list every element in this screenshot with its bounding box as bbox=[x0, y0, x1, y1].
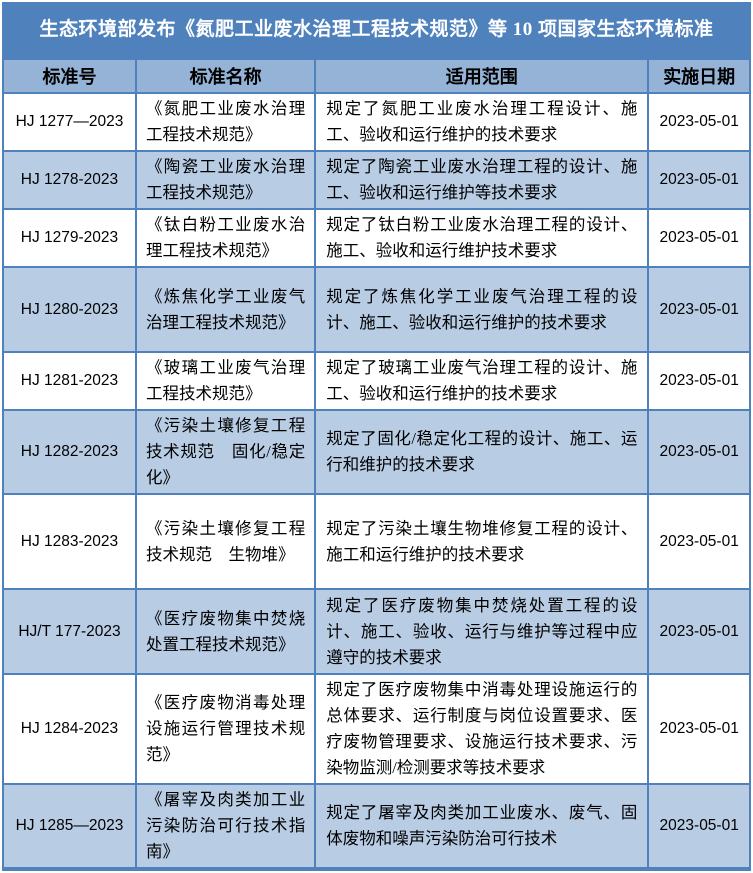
implementation-date-cell: 2023-05-01 bbox=[647, 783, 751, 869]
standard-name-cell: 《玻璃工业废气治理工程技术规范》 bbox=[134, 351, 317, 411]
column-header-standard-name: 标准名称 bbox=[134, 58, 317, 94]
table-row: HJ 1284-2023 《医疗废物消毒处理设施运行管理技术规范》 规定了医疗废物集… bbox=[2, 673, 751, 785]
standard-code-cell: HJ 1282-2023 bbox=[2, 409, 137, 495]
scope-cell: 规定了陶瓷工业废水治理工程的设计、施工、验收和运行维护等技术要求 bbox=[314, 150, 650, 210]
standard-name-cell: 《污染土壤修复工程技术规范 固化/稳定化》 bbox=[134, 409, 317, 495]
standard-code-cell: HJ 1277—2023 bbox=[2, 92, 137, 152]
implementation-date-cell: 2023-05-01 bbox=[647, 493, 751, 590]
scope-cell: 规定了污染土壤生物堆修复工程的设计、施工和运行维护的技术要求 bbox=[314, 493, 650, 590]
implementation-date-cell: 2023-05-01 bbox=[647, 150, 751, 210]
standard-name-cell: 《医疗废物消毒处理设施运行管理技术规范》 bbox=[134, 673, 317, 785]
scope-cell: 规定了医疗废物集中焚烧处置工程的设计、施工、验收、运行与维护等过程中应遵守的技术… bbox=[314, 588, 650, 675]
standard-name-cell: 《陶瓷工业废水治理工程技术规范》 bbox=[134, 150, 317, 210]
standard-code-cell: HJ 1279-2023 bbox=[2, 208, 137, 268]
page-title: 生态环境部发布《氮肥工业废水治理工程技术规范》等 10 项国家生态环境标准 bbox=[2, 2, 751, 58]
table-row: HJ 1277—2023 《氮肥工业废水治理工程技术规范》 规定了氮肥工业废水治理工… bbox=[2, 92, 751, 152]
table-row: HJ 1279-2023 《钛白粉工业废水治理工程技术规范》 规定了钛白粉工业废水治… bbox=[2, 208, 751, 268]
implementation-date-cell: 2023-05-01 bbox=[647, 92, 751, 152]
standard-name-cell: 《污染土壤修复工程技术规范 生物堆》 bbox=[134, 493, 317, 590]
implementation-date-cell: 2023-05-01 bbox=[647, 351, 751, 411]
standard-code-cell: HJ 1281-2023 bbox=[2, 351, 137, 411]
implementation-date-cell: 2023-05-01 bbox=[647, 673, 751, 785]
scope-cell: 规定了炼焦化学工业废气治理工程的设计、施工、验收和运行维护的技术要求 bbox=[314, 266, 650, 353]
scope-cell: 规定了固化/稳定化工程的设计、施工、运行和维护的技术要求 bbox=[314, 409, 650, 495]
standard-name-cell: 《钛白粉工业废水治理工程技术规范》 bbox=[134, 208, 317, 268]
table-row: HJ/T 177-2023 《医疗废物集中焚烧处置工程技术规范》 规定了医疗废物集中… bbox=[2, 588, 751, 675]
standard-code-cell: HJ 1280-2023 bbox=[2, 266, 137, 353]
table-row: HJ 1280-2023 《炼焦化学工业废气治理工程技术规范》 规定了炼焦化学工业废… bbox=[2, 266, 751, 353]
scope-cell: 规定了钛白粉工业废水治理工程的设计、施工、验收和运行维护技术要求 bbox=[314, 208, 650, 268]
standard-code-cell: HJ 1284-2023 bbox=[2, 673, 137, 785]
table-body: HJ 1277—2023 《氮肥工业废水治理工程技术规范》 规定了氮肥工业废水治理工… bbox=[2, 92, 751, 869]
column-header-scope: 适用范围 bbox=[314, 58, 650, 94]
table-row: HJ 1285—2023 《屠宰及肉类加工业污染防治可行技术指南》 规定了屠宰及肉类… bbox=[2, 783, 751, 869]
standard-code-cell: HJ 1278-2023 bbox=[2, 150, 137, 210]
table-row: HJ 1278-2023 《陶瓷工业废水治理工程技术规范》 规定了陶瓷工业废水治理工… bbox=[2, 150, 751, 210]
implementation-date-cell: 2023-05-01 bbox=[647, 266, 751, 353]
standard-name-cell: 《医疗废物集中焚烧处置工程技术规范》 bbox=[134, 588, 317, 675]
column-header-standard-code: 标准号 bbox=[2, 58, 137, 94]
column-header-date: 实施日期 bbox=[647, 58, 751, 94]
implementation-date-cell: 2023-05-01 bbox=[647, 208, 751, 268]
standard-name-cell: 《屠宰及肉类加工业污染防治可行技术指南》 bbox=[134, 783, 317, 869]
implementation-date-cell: 2023-05-01 bbox=[647, 409, 751, 495]
scope-cell: 规定了玻璃工业废气治理工程的设计、施工、验收和运行维护的技术要求 bbox=[314, 351, 650, 411]
scope-cell: 规定了氮肥工业废水治理工程设计、施工、验收和运行维护的技术要求 bbox=[314, 92, 650, 152]
implementation-date-cell: 2023-05-01 bbox=[647, 588, 751, 675]
scope-cell: 规定了医疗废物集中消毒处理设施运行的总体要求、运行制度与岗位设置要求、医疗废物管… bbox=[314, 673, 650, 785]
standard-name-cell: 《氮肥工业废水治理工程技术规范》 bbox=[134, 92, 317, 152]
table-header-row: 标准号 标准名称 适用范围 实施日期 bbox=[2, 58, 751, 94]
standards-table: 标准号 标准名称 适用范围 实施日期 HJ 1277—2023 《氮肥工业废水治理… bbox=[2, 58, 751, 869]
standard-code-cell: HJ 1285—2023 bbox=[2, 783, 137, 869]
standard-code-cell: HJ/T 177-2023 bbox=[2, 588, 137, 675]
scope-cell: 规定了屠宰及肉类加工业废水、废气、固体废物和噪声污染防治可行技术 bbox=[314, 783, 650, 869]
standard-code-cell: HJ 1283-2023 bbox=[2, 493, 137, 590]
standard-name-cell: 《炼焦化学工业废气治理工程技术规范》 bbox=[134, 266, 317, 353]
table-row: HJ 1283-2023 《污染土壤修复工程技术规范 生物堆》 规定了污染土壤生物堆… bbox=[2, 493, 751, 590]
table-row: HJ 1281-2023 《玻璃工业废气治理工程技术规范》 规定了玻璃工业废气治理工… bbox=[2, 351, 751, 411]
table-row: HJ 1282-2023 《污染土壤修复工程技术规范 固化/稳定化》 规定了固化/稳… bbox=[2, 409, 751, 495]
